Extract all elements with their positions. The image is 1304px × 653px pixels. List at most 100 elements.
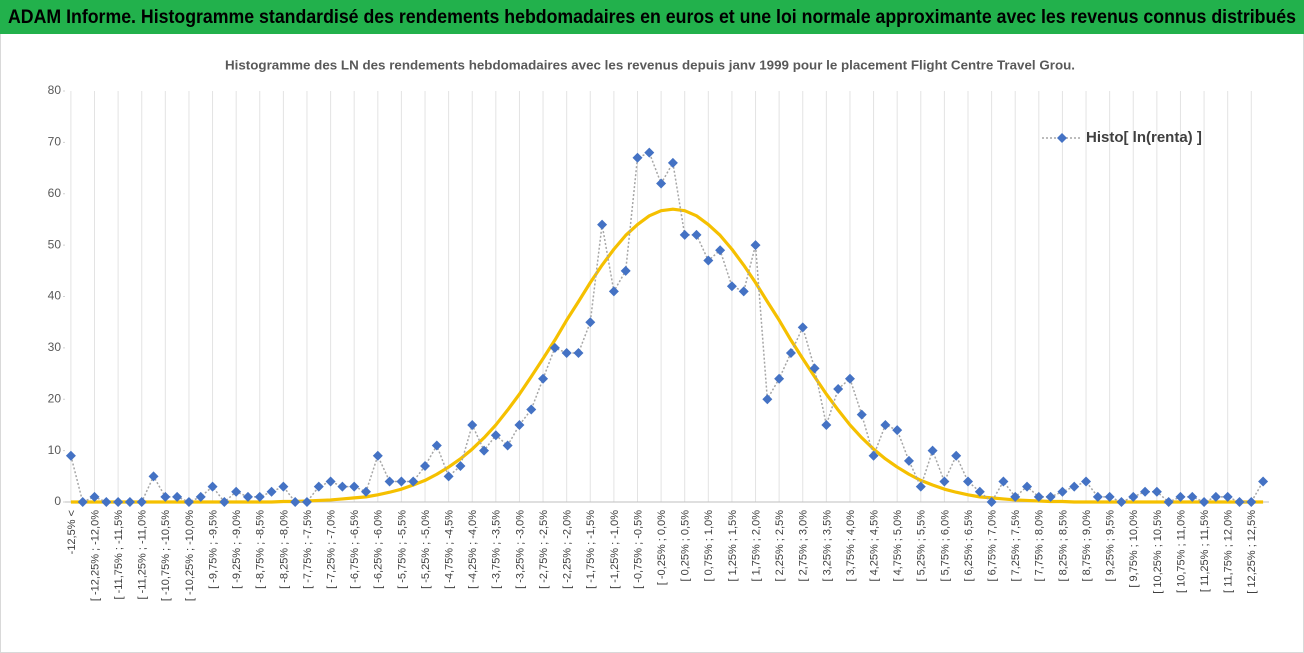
- normal-curve: [70, 207, 1264, 504]
- x-tick-label: [ 12,25% ; 12,5%: [1246, 510, 1258, 594]
- marker: [396, 476, 407, 487]
- marker: [785, 348, 796, 359]
- marker: [821, 419, 832, 430]
- y-tick-label: 50: [48, 237, 62, 251]
- legend-label: Histo[ ln(renta) ]: [1086, 129, 1202, 146]
- marker: [974, 486, 985, 497]
- marker: [242, 491, 253, 502]
- marker: [254, 491, 265, 502]
- x-tick-label: [ -7,25% ; -7,0%: [325, 510, 337, 589]
- x-tick-label: [ 1,25% ; 1,5%: [727, 510, 739, 582]
- marker: [372, 450, 383, 461]
- x-tick-label: [ -0,75% ; -0,5%: [632, 510, 644, 589]
- x-tick-label: [ 2,75% ; 3,0%: [798, 510, 810, 582]
- x-tick-label: [ 1,75% ; 2,0%: [750, 510, 762, 582]
- marker: [703, 255, 714, 266]
- marker: [148, 471, 159, 482]
- x-tick-label: [ 5,25% ; 5,5%: [916, 510, 928, 582]
- marker: [963, 476, 973, 487]
- x-tick-label: [ 0,75% ; 1,0%: [703, 510, 715, 582]
- marker: [136, 497, 147, 507]
- marker: [585, 317, 596, 328]
- x-tick-label: [ 11,25% ; 11,5%: [1199, 510, 1211, 592]
- x-tick-label: [ 7,75% ; 8,0%: [1034, 510, 1046, 582]
- marker: [1057, 486, 1068, 497]
- marker: [1104, 491, 1115, 502]
- marker: [89, 491, 100, 502]
- marker: [219, 497, 230, 507]
- marker: [1140, 486, 1151, 497]
- marker: [1222, 491, 1233, 502]
- marker: [549, 342, 560, 353]
- marker: [679, 229, 690, 240]
- x-tick-label: [ 8,75% ; 9,0%: [1081, 510, 1093, 582]
- x-tick-label: [ 7,25% ; 7,5%: [1010, 510, 1022, 582]
- marker: [998, 476, 1009, 487]
- marker: [608, 286, 619, 297]
- marker: [632, 152, 643, 163]
- marker: [774, 373, 785, 384]
- x-tick-label: [ 9,75% ; 10,0%: [1128, 510, 1140, 588]
- marker: [880, 419, 891, 430]
- x-tick-label: [ 6,75% ; 7,0%: [987, 510, 999, 582]
- marker: [420, 461, 431, 472]
- x-tick-label: [ 9,25% ; 9,5%: [1105, 510, 1117, 582]
- x-tick-label: [ 0,25% ; 0,5%: [680, 510, 692, 582]
- marker: [738, 286, 749, 297]
- marker: [183, 497, 194, 507]
- marker: [1033, 491, 1044, 502]
- marker: [195, 491, 206, 502]
- marker: [986, 497, 997, 507]
- y-tick-label: 10: [48, 443, 62, 457]
- marker: [620, 265, 631, 276]
- x-tick-label: [ -11,75% ; -11,5%: [113, 510, 125, 600]
- marker: [113, 497, 124, 507]
- x-tick-label: -12,5% <: [66, 510, 78, 554]
- marker: [1199, 497, 1210, 507]
- marker: [939, 476, 950, 487]
- marker: [1175, 491, 1186, 502]
- legend-marker: [1057, 133, 1067, 143]
- marker: [1116, 497, 1127, 507]
- marker: [726, 281, 737, 292]
- x-tick-label: [ 5,75% ; 6,0%: [939, 510, 951, 582]
- marker: [207, 481, 218, 492]
- x-tick-label: [ -4,25% ; -4,0%: [467, 510, 479, 589]
- marker: [101, 497, 112, 507]
- marker: [502, 440, 513, 451]
- marker: [1081, 476, 1092, 487]
- x-tick-label: [ -10,25% ; -10,0%: [184, 510, 196, 601]
- marker: [833, 383, 844, 394]
- marker: [667, 157, 678, 168]
- y-tick-label: 80: [48, 83, 62, 97]
- marker: [1092, 491, 1103, 502]
- marker: [526, 404, 537, 415]
- marker: [1234, 497, 1245, 507]
- marker: [313, 481, 324, 492]
- x-tick-label: [ 4,25% ; 4,5%: [868, 510, 880, 582]
- marker: [903, 455, 914, 466]
- x-tick-label: [ 3,75% ; 4,0%: [845, 510, 857, 582]
- marker: [927, 445, 938, 456]
- marker: [490, 430, 501, 441]
- y-tick-label: 30: [48, 340, 62, 354]
- marker: [892, 425, 903, 436]
- marker: [455, 461, 466, 472]
- x-tick-label: [ 2,25% ; 2,5%: [774, 510, 786, 582]
- x-tick-label: [ 11,75% ; 12,0%: [1223, 510, 1235, 593]
- x-tick-label: [ 10,75% ; 11,0%: [1175, 510, 1187, 593]
- x-tick-label: [ -6,75% ; -6,5%: [349, 510, 361, 589]
- marker: [538, 373, 549, 384]
- marker: [431, 440, 442, 451]
- marker: [561, 348, 572, 359]
- x-tick-label: [ -11,25% ; -11,0%: [137, 510, 149, 600]
- marker: [856, 409, 867, 420]
- x-tick-label: [ 4,75% ; 5,0%: [892, 510, 904, 582]
- marker: [443, 471, 454, 482]
- marker: [1258, 476, 1269, 487]
- x-tick-label: [ -10,75% ; -10,5%: [160, 510, 172, 601]
- x-tick-label: [ 6,25% ; 6,5%: [963, 510, 975, 582]
- marker: [479, 445, 490, 456]
- marker: [408, 476, 419, 487]
